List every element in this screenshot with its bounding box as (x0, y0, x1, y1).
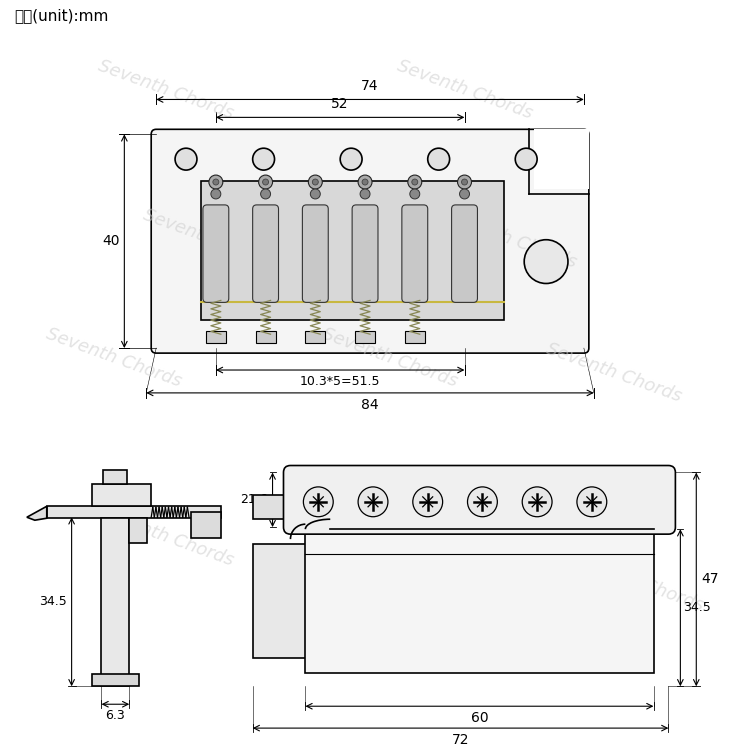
Bar (201, 181, 504, 320)
Bar (253, 544, 310, 658)
Text: 10.3*5=51.5: 10.3*5=51.5 (300, 375, 380, 388)
Polygon shape (253, 495, 296, 519)
Bar (92, 484, 152, 506)
Circle shape (461, 179, 467, 185)
Text: Seventh Chords: Seventh Chords (544, 340, 684, 406)
Bar (534, 129, 589, 189)
FancyBboxPatch shape (203, 205, 229, 302)
Bar (92, 674, 140, 686)
Text: Seventh Chords: Seventh Chords (394, 57, 535, 122)
Circle shape (460, 189, 470, 199)
Text: 60: 60 (471, 711, 488, 725)
Circle shape (213, 179, 219, 185)
Circle shape (260, 189, 271, 199)
Text: Seventh Chords: Seventh Chords (96, 504, 236, 570)
Text: 40: 40 (102, 234, 119, 248)
Text: Seventh Chords: Seventh Chords (44, 326, 184, 391)
Text: 47: 47 (701, 572, 718, 586)
Circle shape (577, 487, 607, 517)
Text: 52: 52 (332, 98, 349, 112)
Circle shape (340, 148, 362, 170)
FancyBboxPatch shape (352, 205, 378, 302)
Circle shape (310, 189, 320, 199)
Circle shape (304, 487, 333, 517)
Circle shape (515, 148, 537, 170)
Circle shape (522, 487, 552, 517)
FancyBboxPatch shape (302, 205, 328, 302)
Text: Seventh Chords: Seventh Chords (566, 549, 706, 615)
Text: 74: 74 (362, 80, 379, 94)
Circle shape (312, 179, 318, 185)
Text: 21.6: 21.6 (240, 494, 268, 506)
FancyBboxPatch shape (452, 205, 478, 302)
Text: 34.5: 34.5 (39, 596, 67, 608)
Bar (206, 332, 226, 344)
Text: 84: 84 (362, 398, 379, 412)
Circle shape (362, 179, 368, 185)
Polygon shape (129, 518, 147, 543)
Text: Seventh Chords: Seventh Chords (342, 526, 482, 592)
Bar (305, 332, 326, 344)
Circle shape (262, 179, 268, 185)
FancyBboxPatch shape (402, 205, 427, 302)
Text: Seventh Chords: Seventh Chords (96, 57, 236, 122)
Bar (104, 470, 128, 484)
Circle shape (308, 175, 322, 189)
Text: 6.3: 6.3 (106, 710, 125, 722)
Circle shape (209, 175, 223, 189)
Bar (46, 506, 220, 518)
Circle shape (408, 175, 422, 189)
Circle shape (427, 148, 449, 170)
Circle shape (360, 189, 370, 199)
Circle shape (358, 487, 388, 517)
Text: Seventh Chords: Seventh Chords (141, 206, 281, 272)
Bar (305, 530, 653, 674)
Text: 72: 72 (452, 733, 470, 747)
Circle shape (458, 175, 472, 189)
Circle shape (175, 148, 197, 170)
Text: Seventh Chords: Seventh Chords (320, 326, 460, 391)
Circle shape (467, 487, 497, 517)
Bar (405, 332, 424, 344)
Text: Seventh Chords: Seventh Chords (439, 206, 580, 272)
Bar (256, 332, 275, 344)
Circle shape (253, 148, 274, 170)
Circle shape (524, 240, 568, 284)
Circle shape (413, 487, 442, 517)
Text: 34.5: 34.5 (683, 602, 711, 614)
Circle shape (412, 179, 418, 185)
Bar (101, 518, 129, 686)
FancyBboxPatch shape (152, 129, 589, 353)
FancyBboxPatch shape (284, 466, 676, 534)
Text: 单位(unit):mm: 单位(unit):mm (14, 8, 108, 23)
Bar (191, 512, 220, 538)
Bar (355, 332, 375, 344)
Circle shape (410, 189, 420, 199)
FancyBboxPatch shape (253, 205, 278, 302)
Polygon shape (27, 506, 46, 520)
Circle shape (358, 175, 372, 189)
Text: 11.3: 11.3 (101, 488, 129, 501)
Circle shape (211, 189, 220, 199)
Circle shape (259, 175, 272, 189)
